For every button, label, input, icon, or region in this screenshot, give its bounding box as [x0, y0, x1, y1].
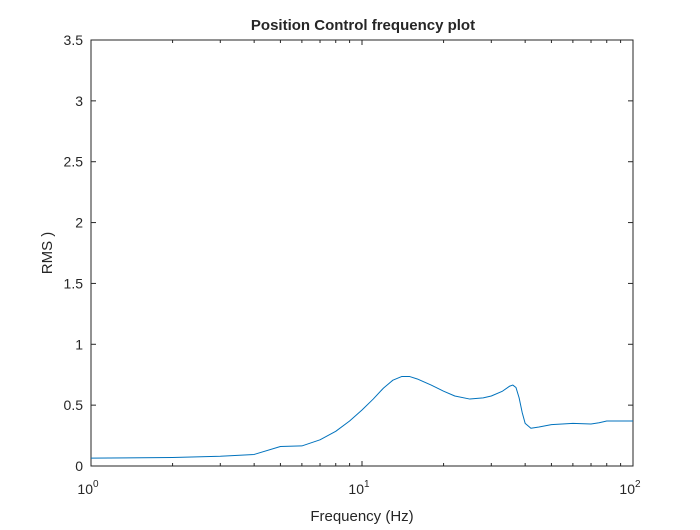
y-tick-label: 1: [75, 336, 83, 352]
y-tick-label: 3.5: [64, 32, 84, 48]
tick-labels: 0 0.5 1 1.5 2 2.5 3 3.5 100 101 102: [64, 32, 641, 497]
y-tick-label: 2: [75, 215, 83, 231]
x-tick-label: 101: [348, 479, 370, 497]
y-tick-label: 2.5: [64, 154, 84, 170]
y-tick-label: 0: [75, 458, 83, 474]
x-tick-label: 102: [619, 479, 641, 497]
x-axis-label: Frequency (Hz): [310, 508, 413, 525]
chart-title: Position Control frequency plot: [251, 17, 475, 34]
series-line: [90, 376, 633, 459]
series-layer: [90, 376, 633, 459]
x-tick-label: 100: [77, 479, 99, 497]
y-tick-label: 0.5: [64, 397, 84, 413]
y-tick-label: 3: [75, 93, 83, 109]
y-tick-label: 1.5: [64, 275, 84, 291]
plot-area: [90, 39, 634, 467]
tick-marks: [90, 39, 634, 467]
y-axis-label: RMS ): [39, 232, 56, 275]
